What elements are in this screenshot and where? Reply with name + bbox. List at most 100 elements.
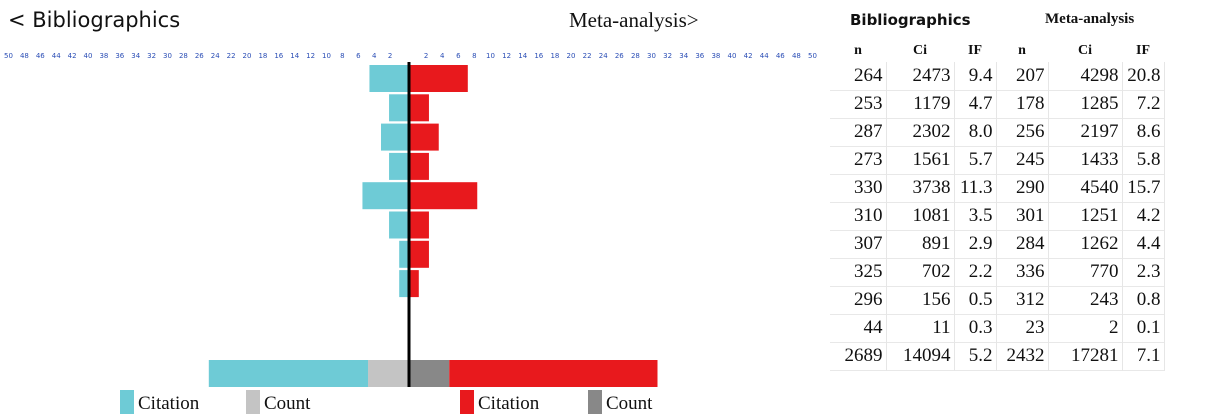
x-tick-label: 14 [290,52,299,60]
legend-swatch [246,390,260,414]
legend-swatch [460,390,474,414]
legend-label: Count [264,393,311,414]
x-tick-label: 20 [567,52,576,60]
table-group-bibliographics: Bibliographics [850,11,971,29]
table-row: 310 1081 3.5 301 1251 4.2 [830,202,1165,230]
table-cell: 1561 [886,146,955,174]
x-tick-label: 26 [615,52,624,60]
table-cell: 20.8 [1122,62,1165,90]
bar-meta-citation [409,182,478,210]
x-tick-label: 12 [502,52,511,60]
x-tick-label: 46 [776,52,785,60]
table-cell: 0.1 [1122,314,1165,342]
x-tick-label: 2 [424,52,428,60]
table-cell: 1433 [1048,146,1123,174]
legend-item-bibliographics-citation: Citation [120,388,199,414]
table-cell: 2 [1048,314,1123,342]
x-tick-label: 22 [227,52,236,60]
table-cell: 1251 [1048,202,1123,230]
x-tick-label: 36 [695,52,704,60]
table-row: 325 702 2.2 336 770 2.3 [830,258,1165,286]
table-cell: 273 [830,146,887,174]
column-header-if: IF [968,43,982,58]
bar-bibliographics-citation [381,123,409,151]
table-cell: 2.3 [1122,258,1165,286]
x-tick-label: 16 [274,52,283,60]
table-cell: 2302 [886,118,955,146]
table-cell: 312 [996,286,1049,314]
table-cell: 336 [996,258,1049,286]
table-cell: 3.5 [954,202,997,230]
table-cell: 0.3 [954,314,997,342]
butterfly-chart: 50 48 46 44 42 40 38 36 34 32 30 28 26 24 22 20 18 16 14 12… [4,52,817,387]
table-cell: 770 [1048,258,1123,286]
bar-bibliographics-citation [362,182,409,210]
table-row: 44 11 0.3 23 2 0.1 [830,314,1165,342]
table-cell: 156 [886,286,955,314]
x-tick-label: 42 [744,52,753,60]
total-bar-meta-count [409,360,450,387]
table-row: 296 156 0.5 312 243 0.8 [830,286,1165,314]
table-cell: 2.2 [954,258,997,286]
x-tick-label: 34 [131,52,140,60]
table-cell: 245 [996,146,1049,174]
table-cell: 15.7 [1122,174,1165,202]
x-tick-label: 40 [728,52,737,60]
x-tick-label: 14 [518,52,527,60]
bar-bibliographics-citation [389,211,409,239]
legend-swatch [588,390,602,414]
table-cell: 264 [830,62,887,90]
column-header-n: n [1018,43,1026,58]
x-tick-label: 12 [306,52,315,60]
table-cell: 0.8 [1122,286,1165,314]
x-tick-label: 48 [792,52,801,60]
table-row: 273 1561 5.7 245 1433 5.8 [830,146,1165,174]
table-row: 253 1179 4.7 178 1285 7.2 [830,90,1165,118]
x-tick-label: 18 [550,52,559,60]
table-cell: 2432 [996,342,1049,370]
x-tick-label: 6 [356,52,361,60]
table-cell: 5.8 [1122,146,1165,174]
column-header-if: IF [1136,43,1150,58]
table-cell: 284 [996,230,1049,258]
x-tick-label: 32 [663,52,672,60]
bar-meta-citation [409,65,468,92]
table-cell: 44 [830,314,887,342]
table-cell: 1262 [1048,230,1123,258]
x-tick-label: 44 [52,52,61,60]
table-cell: 2.9 [954,230,997,258]
x-tick-label: 38 [711,52,720,60]
table-header-row: n Ci IF n Ci IF [830,40,1164,62]
table-cell: 9.4 [954,62,997,90]
column-header-ci: Ci [913,43,927,58]
x-tick-label: 40 [84,52,93,60]
x-tick-label: 24 [211,52,220,60]
table-cell: 11 [886,314,955,342]
x-tick-label: 26 [195,52,204,60]
x-tick-label: 28 [631,52,640,60]
table-cell: 325 [830,258,887,286]
x-tick-label: 30 [163,52,172,60]
table-row: 307 891 2.9 284 1262 4.4 [830,230,1165,258]
table-body: 264 2473 9.4 207 4298 20.8 253 1179 4.7 178 1285 7.… [830,62,1165,370]
x-tick-label: 8 [340,52,344,60]
x-tick-label: 42 [68,52,77,60]
total-bar-bibliographics-citation [208,360,369,387]
table-cell: 1179 [886,90,955,118]
table-cell: 4.2 [1122,202,1165,230]
table-cell: 2197 [1048,118,1123,146]
bar-meta-citation [409,270,419,298]
table-cell: 8.0 [954,118,997,146]
table-cell: 207 [996,62,1049,90]
bibliographics-title: < Bibliographics [8,8,181,32]
table-cell: 243 [1048,286,1123,314]
bar-meta-citation [409,211,429,239]
x-tick-label: 34 [679,52,688,60]
table-cell: 5.2 [954,342,997,370]
x-tick-label: 46 [36,52,45,60]
x-tick-label: 36 [115,52,124,60]
table-cell: 4.7 [954,90,997,118]
x-tick-label: 38 [99,52,108,60]
table-cell: 296 [830,286,887,314]
table-cell: 3738 [886,174,955,202]
